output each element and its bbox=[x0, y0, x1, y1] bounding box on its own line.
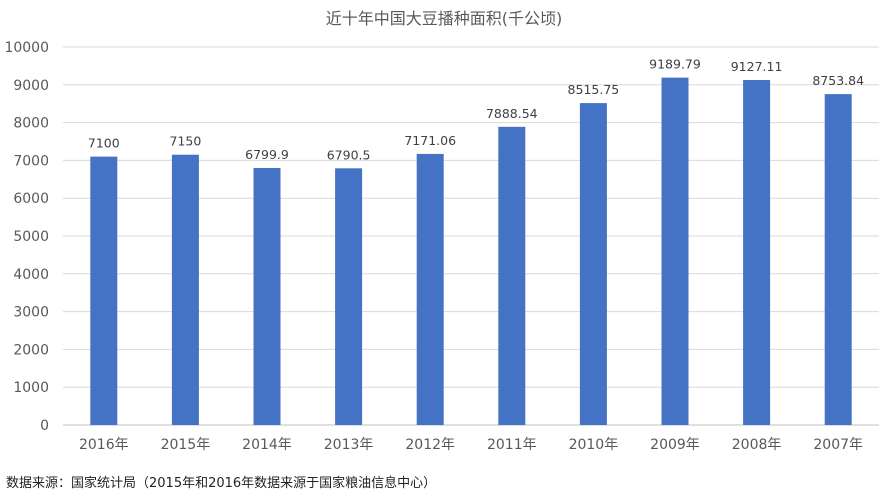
bar-2014年 bbox=[253, 167, 281, 425]
y-tick-label: 2000 bbox=[13, 342, 49, 358]
y-tick-label: 9000 bbox=[13, 78, 49, 94]
data-label: 6799.9 bbox=[245, 147, 289, 162]
bar-2008年 bbox=[743, 79, 771, 425]
y-tick-label: 5000 bbox=[13, 229, 49, 245]
chart-title: 近十年中国大豆播种面积(千公顷) bbox=[326, 9, 563, 28]
bar-2007年 bbox=[824, 94, 852, 425]
data-label: 7171.06 bbox=[404, 133, 456, 148]
source-note: 数据来源：国家统计局（2015年和2016年数据来源于国家粮油信息中心） bbox=[6, 475, 436, 491]
data-label: 7150 bbox=[169, 134, 201, 149]
x-tick-label: 2014年 bbox=[242, 437, 292, 453]
y-tick-label: 6000 bbox=[13, 191, 49, 207]
bar-2009年 bbox=[661, 77, 689, 425]
x-tick-label: 2007年 bbox=[813, 437, 863, 453]
bar-2011年 bbox=[498, 126, 526, 426]
data-label: 9189.79 bbox=[649, 57, 701, 72]
data-label: 8515.75 bbox=[568, 82, 620, 97]
x-tick-label: 2008年 bbox=[732, 437, 782, 453]
y-tick-label: 0 bbox=[40, 418, 49, 434]
bar-2013年 bbox=[335, 168, 363, 426]
data-labels: 7100 7150 6799.9 6790.5 7171.06 7888.54 8515.7… bbox=[88, 57, 864, 163]
data-label: 8753.84 bbox=[812, 73, 864, 88]
data-label: 9127.11 bbox=[731, 59, 783, 74]
data-label: 7888.54 bbox=[486, 106, 538, 121]
y-tick-label: 10000 bbox=[4, 40, 49, 56]
bar-2015年 bbox=[171, 154, 199, 426]
y-tick-label: 3000 bbox=[13, 305, 49, 321]
data-label: 7100 bbox=[88, 136, 120, 151]
y-axis: 0 1000 2000 3000 4000 5000 6000 7000 8000 9000 100… bbox=[4, 40, 49, 434]
x-tick-label: 2011年 bbox=[487, 437, 537, 453]
gridlines bbox=[63, 46, 879, 426]
x-tick-label: 2010年 bbox=[569, 437, 619, 453]
y-tick-label: 4000 bbox=[13, 267, 49, 283]
x-tick-label: 2016年 bbox=[79, 437, 129, 453]
x-tick-label: 2009年 bbox=[650, 437, 700, 453]
bar-2012年 bbox=[416, 153, 444, 425]
y-tick-label: 8000 bbox=[13, 116, 49, 132]
data-label: 6790.5 bbox=[327, 147, 371, 162]
y-tick-label: 7000 bbox=[13, 153, 49, 169]
x-tick-label: 2013年 bbox=[324, 437, 374, 453]
x-tick-label: 2012年 bbox=[405, 437, 455, 453]
x-axis: 2016年 2015年 2014年 2013年 2012年 2011年 2010年 2009年… bbox=[79, 437, 863, 453]
bar-2016年 bbox=[90, 156, 118, 425]
bars bbox=[90, 77, 852, 426]
y-tick-label: 1000 bbox=[13, 380, 49, 396]
bar-2010年 bbox=[579, 103, 607, 426]
x-tick-label: 2015年 bbox=[161, 437, 211, 453]
